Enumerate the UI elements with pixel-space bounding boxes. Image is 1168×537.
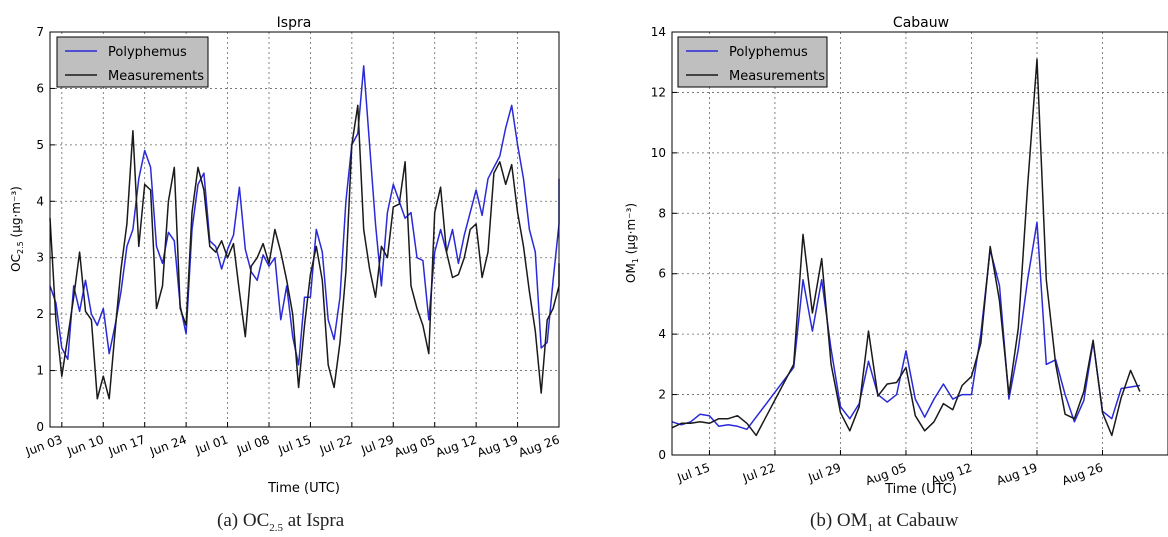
series-line-measurements (49, 104, 560, 400)
x-tick-label: Jun 24 (147, 432, 188, 458)
x-tick-label: Jul 22 (317, 432, 354, 457)
legend: Polyphemus Measurements (677, 36, 828, 88)
caption-b-sub: 1 (867, 521, 874, 534)
x-tick-label: Jul 29 (358, 432, 395, 457)
y-tick-label: 5 (36, 138, 44, 152)
caption-a-main: OC (242, 510, 270, 531)
x-tick-label: Jul 01 (193, 432, 230, 457)
legend-label-measurements: Measurements (108, 69, 204, 84)
caption-a-sub: 2.5 (269, 521, 283, 534)
y-tick-label: 12 (651, 85, 666, 99)
y-tick-label: 0 (36, 420, 44, 434)
legend-box (677, 36, 828, 88)
caption-a: (a) OC2.5 at Ispra (217, 510, 344, 534)
legend-box (56, 36, 209, 88)
y-tick-label: 3 (36, 251, 44, 265)
series-line-measurements (671, 58, 1141, 437)
x-tick-label: Jun 03 (23, 432, 64, 458)
x-tick-label: Jun 17 (106, 432, 147, 458)
grid-lines (50, 32, 559, 427)
legend: Polyphemus Measurements (56, 36, 209, 88)
x-tick-label: Jul 08 (234, 432, 271, 457)
series-lines (671, 58, 1141, 437)
y-axis-label: OM1 (µg·m⁻³) (624, 203, 640, 283)
y-tick-label: 7 (36, 25, 44, 39)
chart-title: Cabauw (893, 15, 949, 31)
y-tick-label: 4 (36, 194, 44, 208)
x-tick-label: Jul 15 (276, 432, 313, 457)
plot-frame (49, 31, 560, 428)
y-tick-label: 2 (658, 388, 666, 402)
x-tick-label: Jul 15 (675, 460, 712, 485)
x-tick-label: Aug 19 (475, 432, 520, 460)
y-tick-label: 0 (658, 448, 666, 462)
x-tick-label: Aug 05 (392, 432, 437, 460)
caption-a-label: (a) (217, 510, 239, 531)
x-tick-label: Aug 12 (434, 432, 479, 460)
caption-b-rest: at Cabauw (873, 510, 959, 531)
caption-a-rest: at Ispra (283, 510, 345, 531)
y-tick-label: 6 (658, 267, 666, 281)
x-tick-label: Jul 29 (806, 460, 843, 485)
legend-label-measurements: Measurements (729, 69, 825, 84)
x-tick-label: Aug 19 (995, 460, 1040, 488)
chart-cabauw: Cabauw 0 2 4 6 8 10 12 14 Jul 15 Jul 22 Jul 29 Aug… (624, 15, 1168, 497)
series-line-polyphemus (671, 221, 1141, 431)
y-ticks: 0 2 4 6 8 10 12 14 (651, 25, 677, 462)
x-tick-label: Jul 22 (740, 460, 777, 485)
legend-label-polyphemus: Polyphemus (108, 45, 187, 60)
y-tick-label: 14 (651, 25, 666, 39)
x-axis-label: Time (UTC) (267, 481, 340, 496)
x-ticks: Jun 03 Jun 10 Jun 17 Jun 24 Jul 01 Jul 08 Jul … (23, 422, 561, 460)
legend-label-polyphemus: Polyphemus (729, 45, 808, 60)
y-axis-label: OC2.5 (µg·m⁻³) (9, 186, 25, 272)
x-tick-label: Aug 26 (1060, 460, 1105, 488)
chart-title: Ispra (277, 15, 312, 31)
x-tick-label: Aug 26 (517, 432, 562, 460)
y-tick-label: 6 (36, 81, 44, 95)
y-tick-label: 4 (658, 327, 666, 341)
x-axis-label: Time (UTC) (884, 482, 957, 497)
plot-frame (671, 31, 1168, 456)
caption-b-label: (b) (810, 510, 833, 531)
x-tick-label: Jun 10 (64, 432, 105, 458)
y-tick-label: 1 (36, 364, 44, 378)
y-tick-label: 8 (658, 206, 666, 220)
y-tick-label: 10 (651, 146, 666, 160)
grid-lines (672, 32, 1168, 455)
y-tick-label: 2 (36, 307, 44, 321)
caption-b: (b) OM1 at Cabauw (810, 510, 959, 534)
series-lines (49, 65, 560, 400)
y-ticks: 0 1 2 3 4 5 6 7 (36, 25, 55, 434)
caption-b-main: OM (836, 510, 868, 531)
